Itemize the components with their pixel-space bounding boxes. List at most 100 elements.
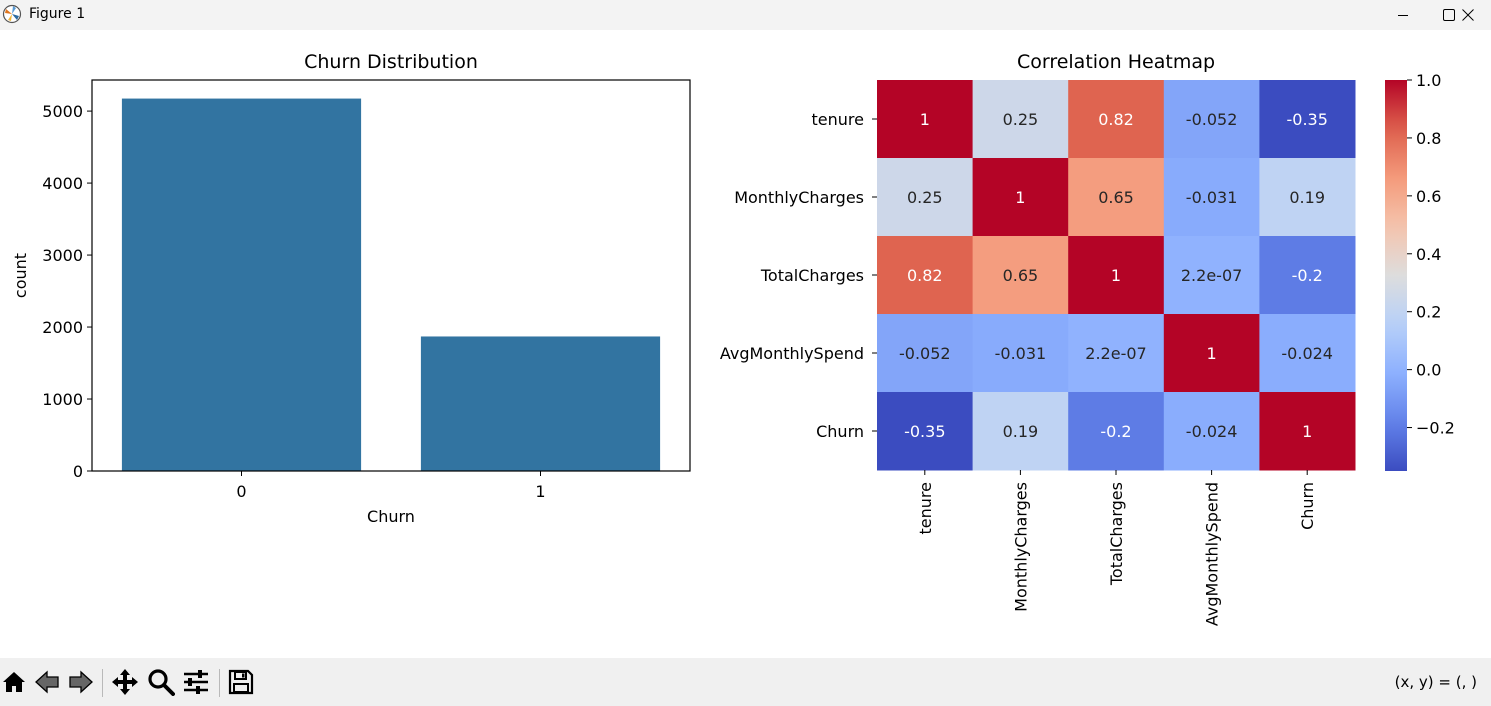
zoom-button[interactable] bbox=[147, 668, 175, 696]
arrow-right-icon bbox=[69, 670, 93, 694]
y-tick-label: 5000 bbox=[42, 102, 83, 121]
minimize-button[interactable] bbox=[1380, 0, 1426, 30]
cell-annotation: 0.25 bbox=[1003, 110, 1039, 129]
home-icon bbox=[3, 672, 25, 692]
heatmap-cell bbox=[972, 236, 1069, 315]
search-icon bbox=[148, 669, 175, 696]
x-axis-label: Churn bbox=[367, 507, 415, 526]
y-tick-label: MonthlyCharges bbox=[734, 188, 864, 207]
cell-annotation: 0.65 bbox=[1098, 188, 1134, 207]
heatmap-cell bbox=[1259, 236, 1356, 315]
close-button[interactable] bbox=[1445, 0, 1491, 30]
colorbar-tick-label: −0.2 bbox=[1416, 419, 1455, 438]
figure-svg: 0 1 0 1000 2000 3000 4000 5000 Churn Distributio… bbox=[11, 51, 1455, 626]
cell-annotation: -0.031 bbox=[995, 344, 1047, 363]
cell-annotation: -0.2 bbox=[1292, 266, 1323, 285]
x-tick-label: MonthlyCharges bbox=[1011, 482, 1030, 612]
y-tick-label: TotalCharges bbox=[760, 266, 864, 285]
colorbar-tick-label: 0.2 bbox=[1416, 303, 1441, 322]
colorbar-tick-label: 0.4 bbox=[1416, 245, 1441, 264]
title-bar: Figure 1 bbox=[0, 0, 1491, 30]
heatmap-cell bbox=[877, 236, 974, 315]
colorbar-tick-label: 1.0 bbox=[1416, 71, 1441, 90]
cell-annotation: 0.19 bbox=[1003, 422, 1039, 441]
cell-annotation: 1 bbox=[920, 110, 930, 129]
cell-annotation: 0.19 bbox=[1289, 188, 1325, 207]
colorbar bbox=[1385, 80, 1407, 471]
save-button[interactable] bbox=[227, 668, 255, 696]
heatmap-cell bbox=[1068, 314, 1165, 393]
toolbar-separator bbox=[102, 669, 103, 697]
y-tick-label: 3000 bbox=[42, 246, 83, 265]
close-icon bbox=[1462, 9, 1474, 21]
heatmap-cell bbox=[877, 392, 974, 471]
back-button[interactable] bbox=[33, 668, 61, 696]
heatmap-cell bbox=[1163, 236, 1260, 315]
arrow-left-icon bbox=[35, 670, 59, 694]
figure-canvas[interactable]: 0 1 0 1000 2000 3000 4000 5000 Churn Distributio… bbox=[0, 30, 1491, 658]
x-tick-label: 0 bbox=[236, 482, 246, 501]
x-tick-label: tenure bbox=[916, 482, 935, 534]
toolbar-separator bbox=[219, 669, 220, 697]
maximize-button[interactable] bbox=[1426, 0, 1472, 30]
y-tick-label: 4000 bbox=[42, 174, 83, 193]
heatmap-cell bbox=[877, 80, 974, 159]
cell-annotation: -0.052 bbox=[1186, 110, 1238, 129]
configure-subplots-button[interactable] bbox=[182, 668, 210, 696]
colorbar-tick-label: 0.6 bbox=[1416, 187, 1441, 206]
coordinates-readout: (x, y) = (, ) bbox=[1394, 673, 1477, 691]
cell-annotation: -0.35 bbox=[904, 422, 945, 441]
heatmap-cell bbox=[1163, 392, 1260, 471]
heatmap-cell bbox=[1163, 158, 1260, 237]
heatmap-cell bbox=[1259, 392, 1356, 471]
y-tick-label: 0 bbox=[73, 462, 83, 481]
cell-annotation: 1 bbox=[1302, 422, 1312, 441]
x-tick-label: Churn bbox=[1298, 482, 1317, 530]
forward-button[interactable] bbox=[67, 668, 95, 696]
cell-annotation: 1 bbox=[1111, 266, 1121, 285]
cell-annotation: -0.35 bbox=[1286, 110, 1327, 129]
cell-annotation: 1 bbox=[1207, 344, 1217, 363]
y-tick-label: AvgMonthlySpend bbox=[720, 344, 864, 363]
chart-title: Correlation Heatmap bbox=[1017, 51, 1215, 73]
cell-annotation: -0.031 bbox=[1186, 188, 1238, 207]
matplotlib-logo-icon bbox=[2, 4, 22, 24]
cell-annotation: 0.82 bbox=[907, 266, 943, 285]
y-tick-label: tenure bbox=[812, 110, 864, 129]
window-title: Figure 1 bbox=[29, 6, 86, 22]
x-tick-label: 1 bbox=[535, 482, 545, 501]
cell-annotation: 2.2e-07 bbox=[1085, 344, 1146, 363]
axes-frame bbox=[91, 79, 691, 472]
heatmap-cell bbox=[972, 80, 1069, 159]
heatmap-cell bbox=[1259, 80, 1356, 159]
y-tick-label: 2000 bbox=[42, 318, 83, 337]
heatmap-cell bbox=[1068, 236, 1165, 315]
bar bbox=[121, 98, 362, 472]
heatmap-cell bbox=[1068, 80, 1165, 159]
heatmap-cell bbox=[1259, 314, 1356, 393]
bar bbox=[420, 336, 661, 471]
heatmap-cell bbox=[972, 392, 1069, 471]
colorbar-tick-label: 0.0 bbox=[1416, 361, 1441, 380]
home-button[interactable] bbox=[0, 668, 28, 696]
pan-button[interactable] bbox=[111, 668, 139, 696]
heatmap-cell bbox=[1163, 314, 1260, 393]
cell-annotation: 0.25 bbox=[907, 188, 943, 207]
navigation-toolbar: (x, y) = (, ) bbox=[0, 658, 1491, 706]
x-tick-label: TotalCharges bbox=[1107, 482, 1126, 586]
heatmap-cell bbox=[972, 314, 1069, 393]
sliders-icon bbox=[184, 670, 208, 694]
cell-annotation: -0.052 bbox=[899, 344, 951, 363]
y-axis-label: count bbox=[11, 253, 30, 298]
cell-annotation: -0.024 bbox=[1186, 422, 1238, 441]
cell-annotation: -0.024 bbox=[1281, 344, 1333, 363]
cell-annotation: 1 bbox=[1015, 188, 1025, 207]
y-tick-label: 1000 bbox=[42, 390, 83, 409]
minimize-icon bbox=[1398, 15, 1408, 16]
y-tick-label: Churn bbox=[816, 422, 864, 441]
colorbar-tick-label: 0.8 bbox=[1416, 129, 1441, 148]
save-icon bbox=[228, 669, 254, 695]
heatmap-cell bbox=[877, 314, 974, 393]
cell-annotation: 0.65 bbox=[1003, 266, 1039, 285]
x-tick-label: AvgMonthlySpend bbox=[1203, 482, 1222, 626]
